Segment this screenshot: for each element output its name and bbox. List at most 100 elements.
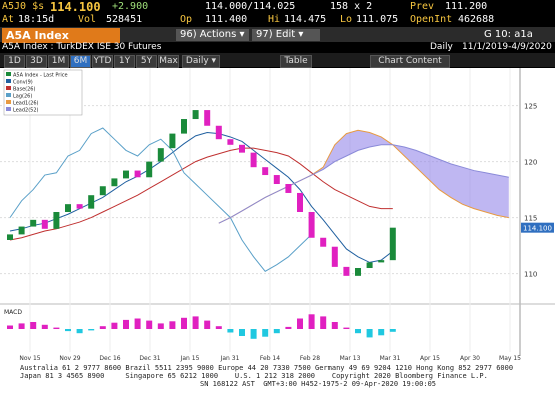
macd-bar bbox=[297, 318, 303, 329]
candle bbox=[297, 192, 303, 212]
size: 158 x 2 bbox=[330, 1, 373, 12]
op-label: Op bbox=[180, 14, 193, 25]
chart-content[interactable]: Chart Content bbox=[370, 55, 450, 68]
at-label: At bbox=[2, 14, 15, 25]
macd-bar bbox=[227, 329, 234, 333]
macd-bar bbox=[76, 329, 83, 334]
range-button[interactable]: Max bbox=[158, 55, 179, 68]
candle bbox=[273, 175, 280, 184]
range-button[interactable]: 1Y bbox=[114, 55, 135, 68]
cloud-fill bbox=[218, 130, 509, 224]
candle bbox=[262, 167, 269, 176]
candle bbox=[378, 260, 385, 263]
y-tick-label: 115 bbox=[524, 215, 537, 223]
vol-label: Vol bbox=[78, 14, 97, 25]
macd-bar bbox=[320, 316, 327, 329]
macd-bar bbox=[157, 323, 164, 329]
chart: 110 115 120 125 Nov 15 Nov 29 Dec 16 Dec 31 Jan … bbox=[0, 68, 555, 362]
y-tick-label: 125 bbox=[524, 103, 537, 111]
candle bbox=[146, 161, 153, 178]
macd-bar bbox=[273, 329, 280, 334]
security-name: A5A Index : TurkDEX ISE 30 Futures bbox=[2, 42, 162, 52]
macd-label: MACD bbox=[4, 309, 22, 316]
legend-swatch bbox=[6, 79, 11, 83]
macd-bar bbox=[192, 316, 199, 329]
legend-label: Lag(26) bbox=[13, 94, 32, 100]
oi-label: OpenInt bbox=[410, 14, 453, 25]
macd-bar bbox=[389, 329, 396, 332]
series-line bbox=[9, 147, 393, 241]
x-tick-label: Apr 15 bbox=[420, 355, 440, 362]
candle bbox=[88, 195, 95, 209]
x-tick-label: Apr 30 bbox=[460, 355, 480, 362]
series-line bbox=[9, 127, 312, 273]
candle bbox=[53, 212, 60, 229]
legend-label: Conv(9) bbox=[13, 80, 33, 86]
range-button[interactable]: 1D bbox=[4, 55, 25, 68]
candle bbox=[134, 170, 141, 178]
y-tick-label: 120 bbox=[524, 159, 537, 167]
legend-swatch bbox=[6, 107, 11, 111]
macd-bar bbox=[30, 322, 37, 329]
range-button[interactable]: 5Y bbox=[136, 55, 157, 68]
vol: 528451 bbox=[106, 14, 143, 25]
range-button[interactable]: 1M bbox=[48, 55, 69, 68]
range-button[interactable]: YTD bbox=[92, 55, 113, 68]
frequency[interactable]: Daily ▾ bbox=[182, 55, 220, 68]
candle bbox=[343, 266, 350, 276]
macd-bar bbox=[181, 317, 187, 329]
oi: 462688 bbox=[458, 14, 495, 25]
macd-bar bbox=[378, 329, 385, 336]
candle bbox=[65, 204, 71, 212]
legend-swatch bbox=[6, 93, 11, 97]
candle bbox=[250, 152, 257, 168]
change: +2.900 bbox=[112, 1, 149, 12]
footer-line: SN 168122 AST GMT+3:00 H452-1975-2 09-Ap… bbox=[200, 380, 437, 388]
prev: 111.200 bbox=[445, 1, 488, 12]
footer bbox=[0, 362, 555, 400]
candle bbox=[204, 110, 211, 126]
candle bbox=[355, 268, 361, 276]
candle bbox=[30, 219, 37, 227]
macd-bar bbox=[215, 326, 222, 329]
macd-bar bbox=[65, 329, 71, 332]
actions-menu[interactable]: 96) Actions ▾ bbox=[176, 29, 249, 41]
legend-label: Base(26) bbox=[13, 87, 35, 93]
x-tick-label: Mar 31 bbox=[380, 355, 401, 362]
candle bbox=[181, 119, 187, 134]
candle bbox=[285, 184, 292, 193]
candle bbox=[169, 133, 176, 149]
range-button[interactable]: 6M bbox=[70, 55, 91, 68]
legend-swatch bbox=[6, 72, 11, 76]
x-tick-label: Nov 15 bbox=[19, 355, 40, 362]
x-tick-label: Feb 14 bbox=[260, 355, 280, 362]
hi: 114.475 bbox=[284, 14, 327, 25]
candle bbox=[366, 262, 373, 268]
last: 114.100 bbox=[50, 0, 101, 14]
op: 111.400 bbox=[205, 14, 248, 25]
macd-bar bbox=[239, 329, 245, 336]
bid-ask: 114.000/114.025 bbox=[205, 1, 296, 12]
macd-bar bbox=[111, 322, 118, 329]
macd-bar bbox=[204, 320, 211, 329]
candle bbox=[7, 234, 13, 240]
hi-label: Hi bbox=[268, 14, 281, 25]
legend-label: Lead1(26) bbox=[13, 101, 39, 107]
macd-bar bbox=[169, 321, 176, 329]
range-button[interactable]: 3D bbox=[26, 55, 47, 68]
x-tick-label: Dec 16 bbox=[99, 355, 120, 362]
edit-menu[interactable]: 97) Edit ▾ bbox=[252, 29, 320, 41]
macd-bar bbox=[146, 320, 153, 329]
x-tick-label: Jan 15 bbox=[180, 355, 200, 362]
macd-bar bbox=[331, 322, 338, 329]
x-tick-label: Feb 28 bbox=[300, 355, 320, 362]
security[interactable]: A5A Index bbox=[2, 28, 120, 43]
macd-bar bbox=[53, 327, 60, 329]
legend-swatch bbox=[6, 100, 11, 104]
macd-bar bbox=[285, 326, 292, 329]
time: 18:15d bbox=[18, 14, 55, 25]
table-button[interactable]: Table bbox=[280, 55, 312, 68]
legend-box bbox=[3, 69, 83, 116]
macd-bar bbox=[123, 319, 129, 329]
